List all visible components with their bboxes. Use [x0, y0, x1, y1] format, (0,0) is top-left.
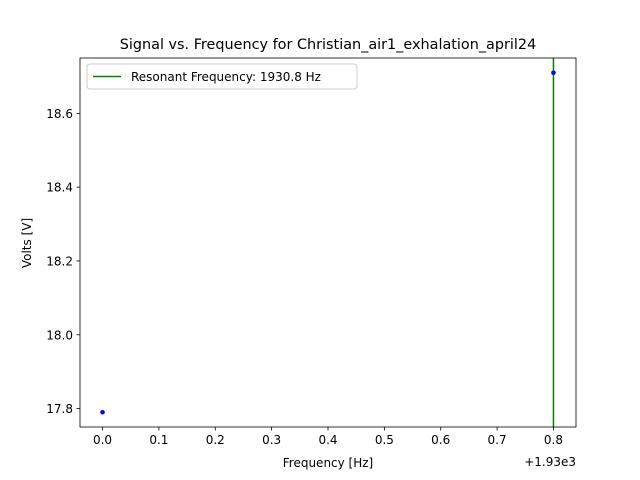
legend-label: Resonant Frequency: 1930.8 Hz — [131, 70, 321, 84]
x-tick-label: 0.1 — [149, 433, 168, 447]
x-tick-label: 0.6 — [431, 433, 450, 447]
plot-area: 0.0 0.1 0.2 0.3 0.4 0.5 0.6 0.7 0.8 17.8 18.0 18.2 1… — [46, 57, 577, 447]
y-tick-label: 18.4 — [46, 181, 73, 195]
axes-frame — [79, 57, 577, 428]
x-axis-offset-label: +1.93e3 — [524, 455, 576, 469]
x-axis-label: Frequency [Hz] — [283, 456, 374, 470]
y-tick-label: 18.0 — [46, 328, 73, 342]
y-tick-label: 18.2 — [46, 254, 73, 268]
x-tick-label: 0.3 — [262, 433, 281, 447]
x-tick-label: 0.8 — [544, 433, 563, 447]
y-tick-label: 17.8 — [46, 402, 73, 416]
chart-title: Signal vs. Frequency for Christian_air1_… — [120, 37, 536, 53]
x-tick-label: 0.5 — [375, 433, 394, 447]
y-tick-label: 18.6 — [46, 107, 73, 121]
y-axis-label: Volts [V] — [20, 218, 34, 268]
x-tick-label: 0.4 — [318, 433, 337, 447]
legend-box — [86, 63, 358, 90]
data-point — [551, 70, 556, 76]
x-tick-label: 0.7 — [488, 433, 507, 447]
data-point — [100, 409, 105, 415]
x-tick-label: 0.0 — [93, 433, 112, 447]
x-tick-label: 0.2 — [206, 433, 225, 447]
